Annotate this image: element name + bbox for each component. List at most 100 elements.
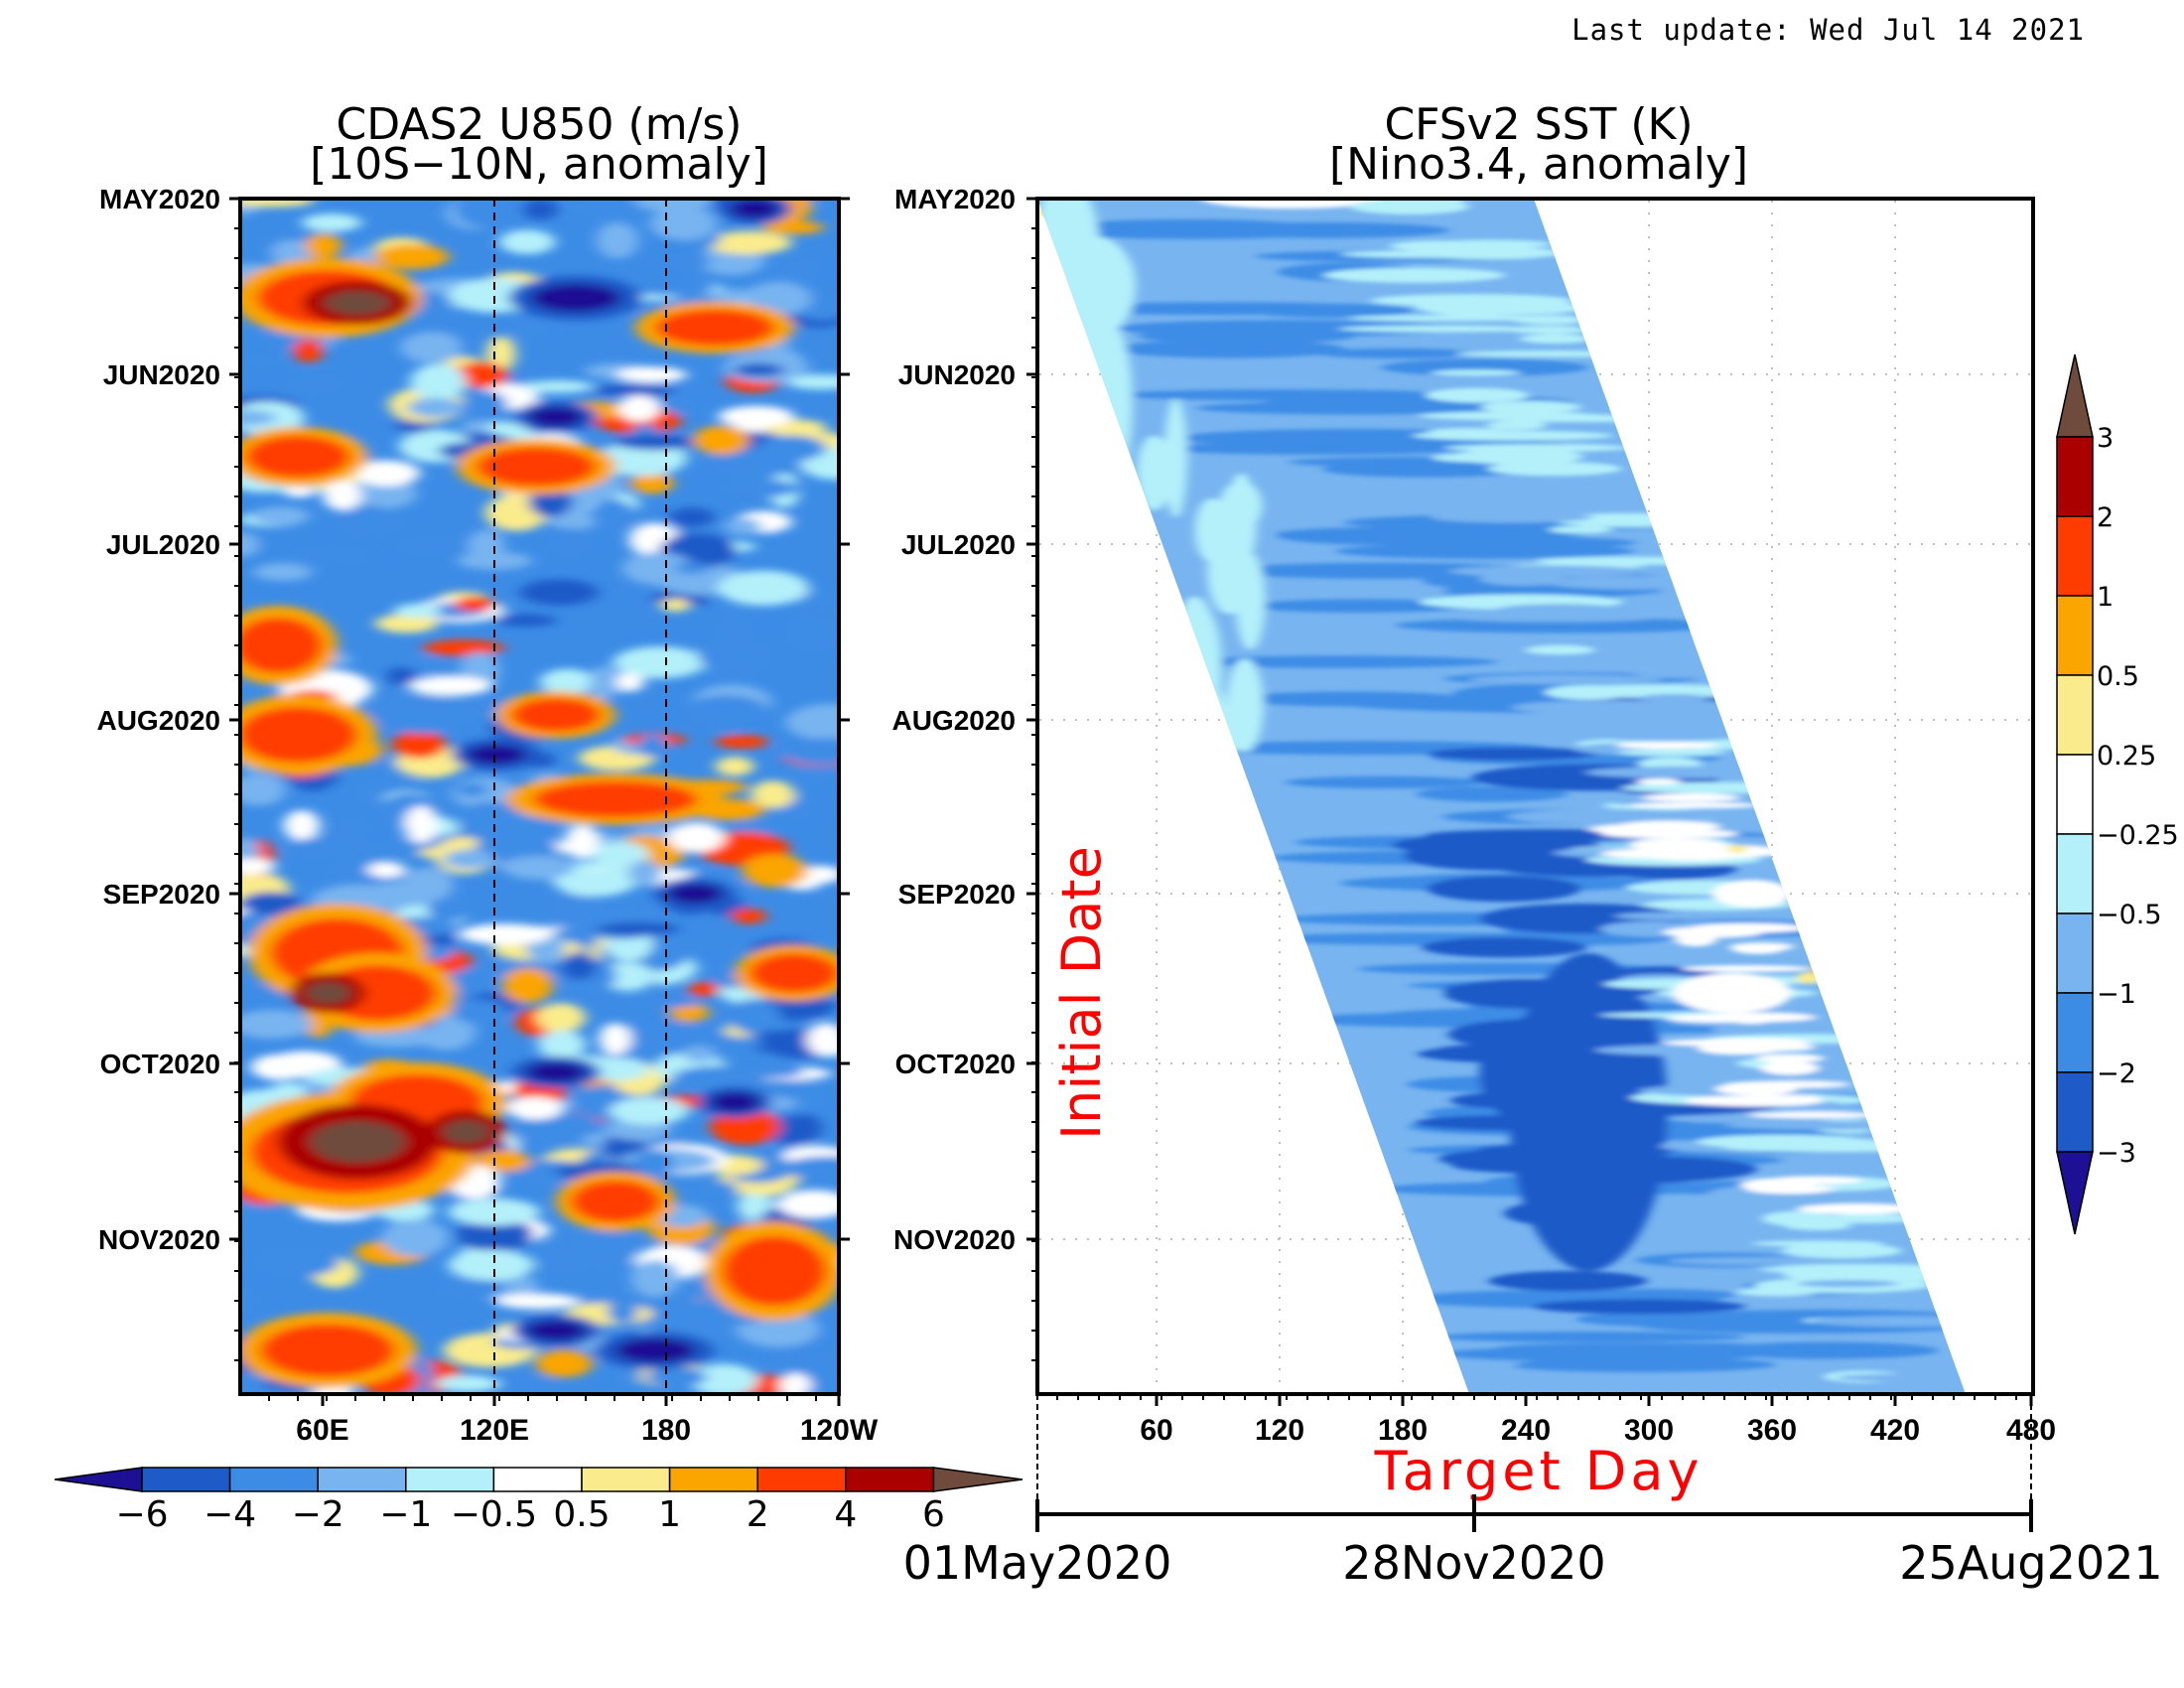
sst-contour: [1690, 922, 1807, 933]
u850-colorbar-swatch: [845, 1467, 935, 1492]
sst-contour: [1836, 1373, 1966, 1382]
u850-contour: [251, 1246, 340, 1278]
u850-contour: [782, 1156, 839, 1180]
u850-contour: [771, 350, 801, 367]
sst-contour: [1428, 747, 1596, 761]
sst-contour: [1738, 1094, 1821, 1101]
u850-contour: [522, 380, 594, 393]
u850-contour: [427, 894, 468, 923]
u850-anomaly-contours: [240, 199, 839, 1394]
u850-contour: [627, 860, 662, 887]
u850-contour: [456, 782, 488, 797]
u850-contour: [400, 332, 463, 363]
u850-contour: [367, 861, 406, 878]
sst-x-tick-label: 180: [1378, 1414, 1428, 1447]
sst-contour: [1781, 1243, 1902, 1259]
u850-contour: [535, 1349, 593, 1378]
sst-contour: [1432, 453, 1532, 463]
sst-colorbar-label: 0.25: [2097, 741, 2156, 772]
u850-colorbar-swatch: [756, 1467, 847, 1492]
sst-contour: [1163, 398, 1187, 518]
sst-contour: [1570, 1289, 1737, 1302]
sst-x-tick-label: 360: [1747, 1414, 1797, 1447]
sst-colorbar: 3 2 1 0.5 0.25 −0.25 −0.5 −1 −2 −3: [2056, 353, 2179, 1235]
sst-y-tick-label: OCT2020: [895, 1049, 1016, 1079]
u850-colorbar-swatch: [581, 1467, 671, 1492]
sst-contour: [1467, 674, 1663, 685]
u850-contour: [448, 1249, 535, 1281]
target-day-label: Target Day: [1374, 1440, 1704, 1502]
sst-colorbar-label: −3: [2097, 1138, 2136, 1169]
sst-contour: [1525, 644, 1595, 655]
sst-contour: [1797, 1280, 1899, 1288]
sst-contour: [1427, 875, 1581, 903]
sst-contour: [1160, 689, 1189, 751]
sst-contour: [1380, 358, 1588, 376]
u850-x-tick-label: 180: [641, 1414, 691, 1447]
sst-colorbar-swatch: [2056, 1071, 2094, 1153]
u850-contour: [526, 1321, 586, 1340]
u850-field: [240, 199, 839, 1394]
u850-contour: [386, 666, 418, 686]
u850-contour: [694, 1181, 739, 1198]
u850-contour: [240, 1284, 262, 1316]
sst-contour: [1137, 329, 1355, 344]
u850-contour: [617, 394, 660, 422]
u850-contour: [710, 1092, 759, 1112]
sst-contour: [1422, 936, 1587, 958]
u850-contour: [806, 1023, 839, 1057]
sst-x-axis: 60 120 180 240 300 360 420 480: [1056, 1394, 2056, 1447]
sst-contour: [1316, 348, 1476, 359]
u850-contour: [404, 805, 438, 844]
u850-colorbar-label: 4: [834, 1494, 857, 1535]
u850-colorbar: −6 −4 −2 −1 −0.5 0.5 1 2 4 6: [54, 1467, 1024, 1535]
u850-contour: [511, 698, 601, 732]
u850-y-tick-label: MAY2020: [99, 184, 220, 214]
u850-contour: [285, 372, 345, 395]
u850-contour: [777, 1190, 839, 1219]
u850-contour: [592, 841, 649, 867]
u850-contour: [615, 1338, 695, 1362]
u850-contour: [341, 504, 398, 539]
u850-contour: [734, 362, 784, 377]
u850-contour: [251, 506, 310, 526]
sst-x-tick-label: 240: [1501, 1414, 1551, 1447]
u850-colorbar-swatch: [317, 1467, 407, 1492]
sst-colorbar-swatch: [2056, 754, 2094, 835]
sst-colorbar-high-arrow: [2056, 353, 2094, 438]
sst-contour: [1247, 599, 1473, 613]
u850-contour: [660, 599, 690, 613]
sst-colorbar-low-arrow: [2056, 1151, 2094, 1235]
sst-contour: [1350, 199, 1469, 214]
u850-contour: [725, 517, 761, 535]
u850-contour: [410, 363, 467, 401]
u850-contour: [296, 543, 373, 566]
forecast-date-axis: 01May2020 28Nov2020 25Aug2021: [903, 1394, 2163, 1590]
sst-contour: [1519, 334, 1591, 345]
u850-contour: [302, 213, 362, 232]
sst-contour: [1167, 699, 1197, 810]
u850-contour: [615, 366, 687, 383]
sst-contour: [1201, 199, 1380, 209]
sst-contour: [1485, 420, 1548, 431]
u850-contour: [240, 199, 316, 208]
u850-contour: [407, 397, 464, 418]
sst-contour: [1641, 792, 1740, 802]
u850-contour: [591, 1227, 621, 1262]
sst-contour: [1395, 618, 1728, 633]
u850-contour: [718, 570, 810, 606]
sst-contour: [1615, 742, 1718, 750]
u850-contour: [381, 1219, 449, 1257]
u850-contour: [323, 480, 361, 511]
sst-title-line2: [Nino3.4, anomaly]: [1329, 139, 1748, 190]
sst-contour: [1613, 912, 1740, 920]
sst-contour: [1532, 1299, 1746, 1315]
u850-contour: [462, 390, 508, 422]
sst-contour: [1727, 845, 1747, 853]
u850-contour: [451, 999, 507, 1025]
sst-contour: [1545, 684, 1633, 700]
sst-contour: [1691, 1038, 1812, 1047]
u850-contour: [391, 730, 447, 759]
sst-contour: [1546, 575, 1729, 590]
u850-contour: [627, 280, 718, 296]
